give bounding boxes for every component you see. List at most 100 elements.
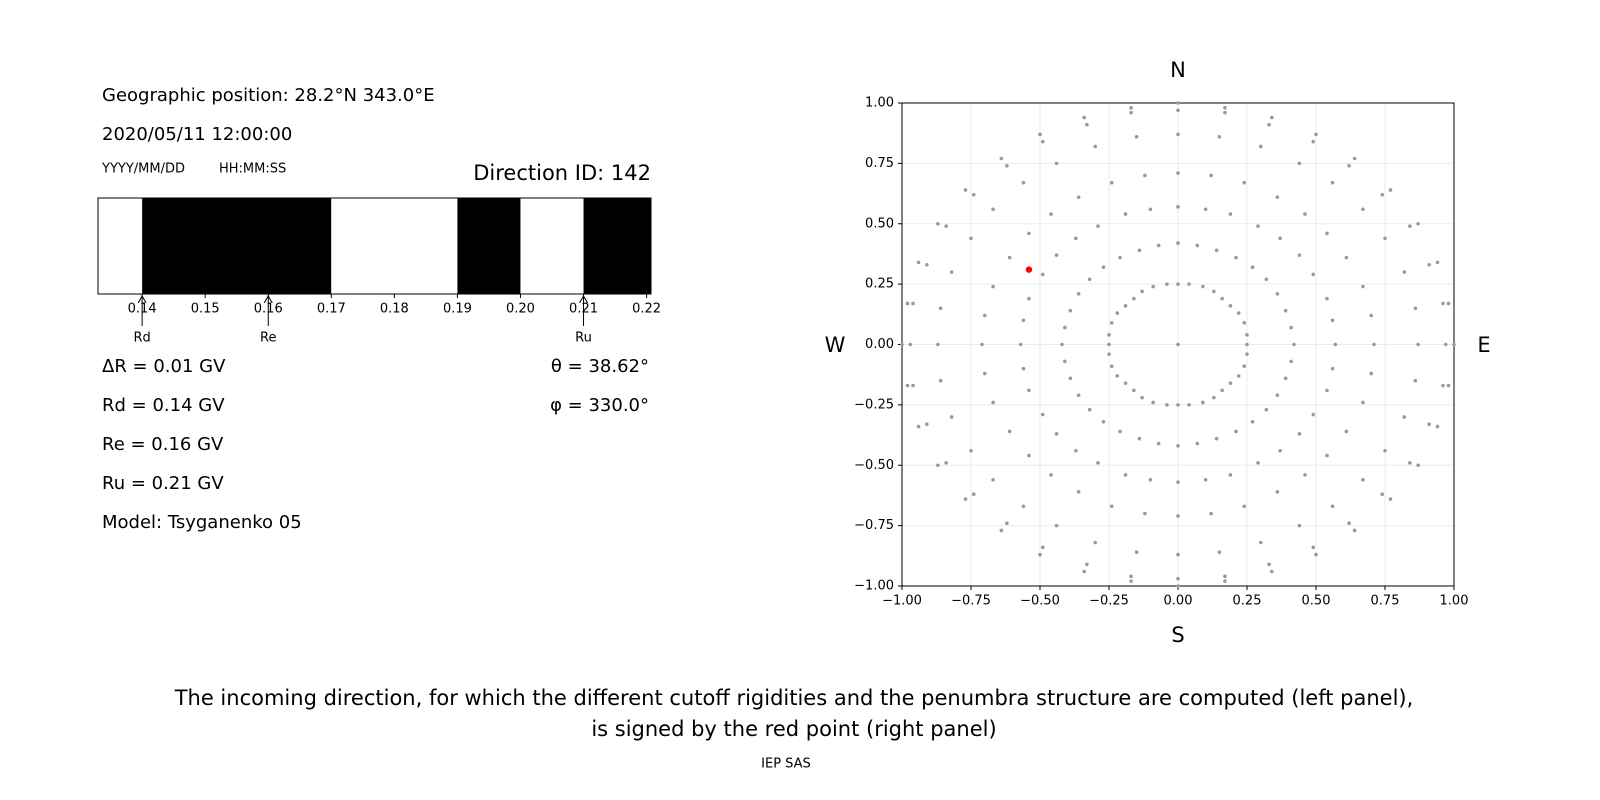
time-format: HH:MM:SS (219, 162, 286, 177)
phi: φ = 330.0° (550, 395, 649, 416)
direction-point (1234, 255, 1238, 260)
direction-point (1217, 135, 1222, 139)
direction-point (1076, 490, 1081, 494)
model: Model: Tsyganenko 05 (102, 512, 302, 533)
direction-point (1054, 523, 1059, 528)
direction-point (1278, 236, 1282, 241)
arrow-head (263, 294, 273, 304)
direction-point (1311, 412, 1316, 417)
direction-point (1236, 374, 1241, 378)
direction-point (1275, 393, 1280, 398)
direction-point (1311, 139, 1316, 144)
direction-point (1115, 374, 1120, 378)
direction-point (1250, 419, 1255, 424)
credit: IEP SAS (761, 757, 811, 772)
direction-point (1344, 429, 1349, 434)
re: Re = 0.16 GV (102, 434, 224, 455)
direction-point (1441, 301, 1445, 306)
direction-point (1267, 562, 1271, 567)
direction-point (1068, 308, 1073, 313)
compass-west: W (825, 333, 846, 357)
direction-point (1132, 296, 1136, 301)
direction-point (1330, 180, 1335, 185)
direction-point (949, 415, 954, 419)
direction-point (1228, 212, 1233, 216)
direction-point (1314, 552, 1318, 557)
penumbra-band (457, 198, 521, 294)
direction-point (991, 400, 995, 405)
delta-r: ΔR = 0.01 GV (102, 356, 226, 377)
direction-point (1283, 376, 1288, 381)
direction-point (1040, 412, 1045, 417)
direction-point (1101, 419, 1106, 424)
direction-point (1007, 255, 1012, 260)
direction-point (1148, 477, 1153, 482)
direction-point (1209, 173, 1213, 178)
y-tick-label: 1.00 (865, 96, 894, 111)
direction-point (1038, 552, 1042, 557)
direction-point (936, 342, 940, 347)
direction-point (916, 260, 921, 265)
direction-point (1347, 163, 1351, 168)
direction-point (938, 378, 943, 383)
cutoff-label: Ru (575, 331, 592, 346)
direction-point (1074, 448, 1078, 453)
direction-point (1402, 415, 1407, 419)
direction-point (944, 224, 948, 228)
direction-point (1187, 403, 1191, 407)
direction-point (1076, 393, 1081, 398)
x-tick-label: −0.50 (1020, 594, 1060, 609)
x-tick-label: 0.00 (1164, 594, 1193, 609)
direction-point (1203, 207, 1208, 212)
direction-point (1223, 579, 1227, 583)
direction-point (936, 463, 940, 468)
direction-point (1443, 342, 1448, 347)
direction-point (1289, 325, 1293, 330)
direction-point (936, 221, 940, 226)
direction-point (1118, 429, 1122, 434)
strip-frame (97, 197, 652, 295)
arrow-head (579, 294, 588, 304)
direction-point (1132, 388, 1136, 393)
direction-point (1021, 366, 1026, 371)
direction-point (908, 342, 913, 347)
direction-point (1228, 473, 1233, 477)
direction-point (1021, 504, 1026, 509)
direction-point (980, 342, 984, 347)
direction-point (1054, 432, 1059, 436)
x-tick-label: −1.00 (882, 594, 922, 609)
direction-point (1283, 308, 1288, 313)
direction-point (1369, 313, 1373, 318)
direction-point (1109, 180, 1114, 185)
direction-point (1107, 342, 1111, 347)
direction-point (1408, 224, 1412, 228)
direction-point (1129, 110, 1133, 115)
direction-point (1427, 422, 1431, 426)
direction-point (1223, 110, 1227, 115)
direction-point (905, 301, 910, 306)
direction-point (1311, 545, 1316, 550)
direction-point (1245, 333, 1249, 337)
direction-point (1027, 296, 1031, 301)
direction-point (1380, 492, 1385, 497)
direction-point (1176, 584, 1180, 588)
direction-point (1402, 270, 1407, 274)
direction-point (1435, 260, 1440, 265)
y-tick-label: 0.50 (865, 216, 894, 231)
direction-point (1109, 320, 1114, 325)
direction-point (1303, 212, 1307, 216)
direction-point (1129, 579, 1133, 583)
direction-point (1297, 432, 1302, 436)
direction-point (1107, 352, 1111, 356)
direction-point (1176, 101, 1180, 105)
direction-point (1021, 318, 1026, 323)
direction-point (1195, 243, 1200, 248)
direction-point (1259, 540, 1263, 545)
direction-point (969, 236, 973, 241)
direction-point (1256, 461, 1260, 465)
direction-point (1143, 511, 1147, 516)
direction-point (1217, 550, 1222, 554)
direction-point (1413, 306, 1418, 311)
direction-point (963, 188, 968, 192)
direction-point (971, 492, 976, 497)
